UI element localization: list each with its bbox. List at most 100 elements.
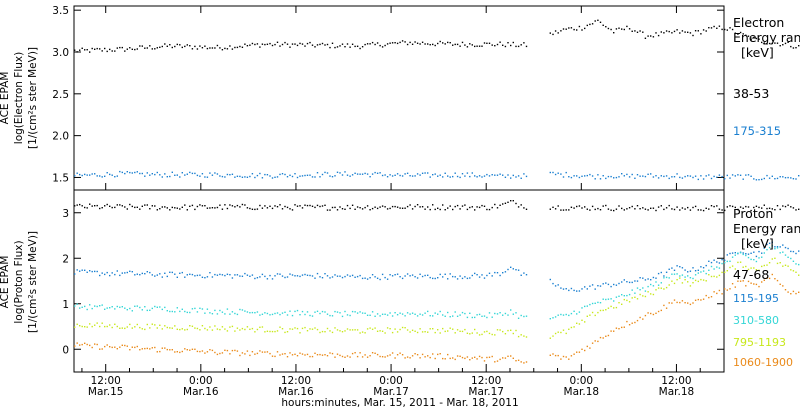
data-point (234, 176, 236, 178)
data-point (134, 326, 136, 328)
data-point (286, 43, 289, 45)
x-tick-time-label: 12:00 (281, 375, 311, 387)
data-point (432, 174, 434, 176)
data-point (166, 348, 168, 351)
data-point (261, 207, 264, 209)
data-point (434, 277, 436, 280)
data-point (578, 205, 581, 207)
data-point (792, 207, 795, 209)
data-point (334, 206, 336, 209)
data-point (660, 175, 662, 177)
data-point (469, 206, 471, 209)
data-point (289, 174, 291, 176)
data-point (523, 335, 525, 337)
data-point (354, 311, 356, 313)
data-point (94, 343, 96, 345)
data-point (359, 352, 361, 354)
data-point (256, 174, 259, 177)
data-point (795, 271, 797, 273)
data-point (560, 313, 562, 316)
data-point (507, 329, 509, 332)
data-point (502, 330, 504, 333)
data-point (613, 300, 615, 302)
data-point (394, 328, 396, 330)
data-point (264, 312, 266, 314)
data-point (421, 314, 424, 316)
x-tick-date-label: Mar.16 (278, 386, 314, 398)
data-point (284, 311, 286, 313)
data-point (391, 42, 394, 44)
data-point (434, 312, 436, 314)
data-point (689, 270, 692, 272)
data-point (194, 348, 196, 350)
data-point (488, 272, 491, 274)
data-point (671, 32, 673, 34)
data-point (359, 173, 361, 175)
data-point (471, 316, 473, 319)
data-point (784, 42, 787, 45)
data-point (94, 270, 96, 273)
data-point (721, 175, 723, 178)
data-point (344, 46, 346, 48)
data-point (429, 276, 431, 279)
data-point (739, 280, 742, 282)
data-point (716, 261, 718, 263)
data-point (84, 305, 86, 308)
data-point (734, 32, 736, 34)
data-point (76, 204, 78, 206)
data-point (565, 332, 567, 335)
data-point (409, 331, 411, 333)
data-point (314, 311, 316, 313)
data-point (244, 43, 246, 45)
data-point (697, 298, 699, 301)
data-point (256, 311, 259, 313)
data-point (790, 257, 792, 260)
data-point (271, 207, 274, 210)
data-point (758, 206, 760, 209)
data-point (174, 45, 176, 48)
data-point (597, 285, 599, 287)
data-point (299, 205, 301, 207)
data-point (512, 268, 514, 270)
data-point (254, 176, 256, 179)
data-point (687, 175, 689, 177)
data-point (776, 246, 779, 248)
data-point (782, 44, 784, 46)
data-point (432, 328, 434, 330)
data-point (639, 289, 641, 291)
data-point (251, 311, 254, 314)
data-point (753, 36, 755, 39)
data-point (306, 330, 309, 332)
data-point (211, 207, 214, 209)
data-point (406, 172, 409, 174)
data-point (349, 329, 351, 331)
data-point (520, 177, 522, 179)
data-point (91, 325, 93, 328)
data-point (149, 327, 151, 329)
data-point (681, 282, 684, 284)
data-point (663, 208, 665, 211)
data-point (289, 273, 291, 275)
data-point (391, 205, 394, 208)
data-point (713, 268, 715, 270)
data-point (734, 254, 736, 256)
data-point (416, 277, 419, 279)
data-point (681, 274, 684, 276)
data-point (591, 342, 594, 344)
data-point (296, 205, 299, 207)
data-point (515, 312, 517, 314)
data-point (126, 271, 128, 274)
data-point (389, 312, 391, 314)
data-point (610, 305, 612, 308)
data-point (481, 274, 483, 276)
data-point (371, 328, 374, 330)
data-point (782, 176, 784, 178)
data-point (171, 46, 173, 49)
data-point (747, 174, 750, 176)
data-point (673, 269, 676, 271)
data-point (216, 353, 219, 356)
data-point (469, 43, 471, 45)
data-point (364, 43, 366, 46)
electron-plot-frame (73, 5, 725, 191)
data-point (755, 283, 758, 286)
